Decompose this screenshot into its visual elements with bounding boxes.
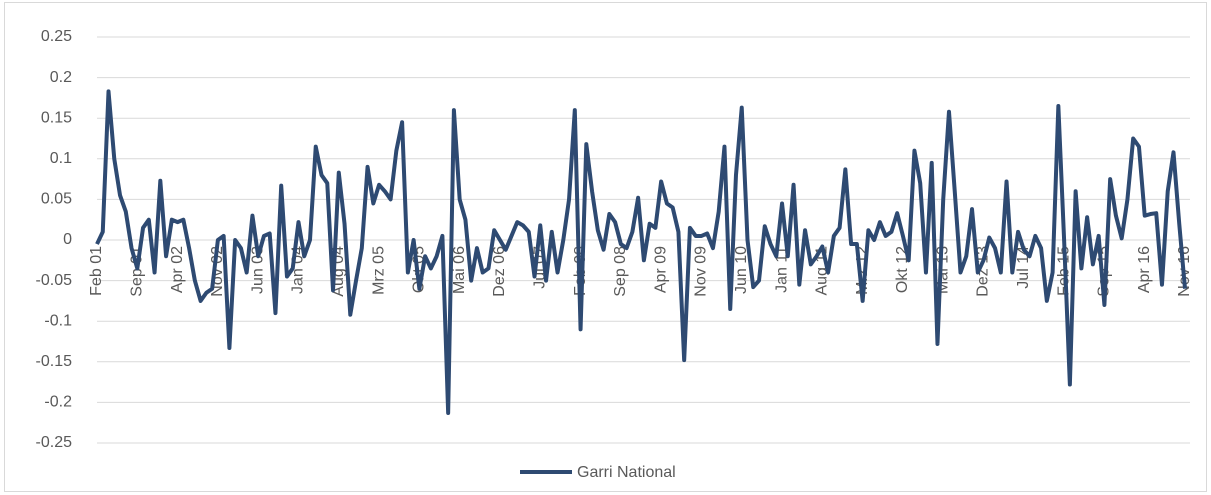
- x-tick-label: Mai 06: [451, 246, 468, 294]
- y-tick-label: -0.1: [44, 312, 72, 329]
- x-tick-label: Apr 02: [169, 246, 186, 293]
- x-tick-label: Dez 06: [491, 246, 508, 297]
- x-tick-label: Feb 01: [88, 246, 105, 296]
- x-tick-label: Apr 16: [1136, 246, 1153, 293]
- y-tick-label: -0.05: [36, 272, 73, 289]
- legend-label: Garri National: [577, 464, 676, 481]
- series-line: [95, 89, 1187, 415]
- x-tick-label: Mrz 05: [370, 246, 387, 295]
- y-tick-label: 0.1: [50, 150, 72, 167]
- y-tick-label: -0.2: [44, 394, 72, 411]
- y-tick-label: -0.25: [36, 434, 73, 451]
- x-tick-label: Jun 10: [733, 246, 750, 294]
- y-tick-label: 0.05: [41, 191, 72, 208]
- y-tick-label: 0.2: [50, 69, 72, 86]
- y-tick-label: 0.15: [41, 109, 72, 126]
- x-tick-label: Nov 09: [693, 246, 710, 297]
- y-tick-label: 0.25: [41, 28, 72, 45]
- x-tick-label: Jun 03: [249, 246, 266, 294]
- y-tick-label: 0: [63, 231, 72, 248]
- y-tick-label: -0.15: [36, 353, 73, 370]
- x-tick-label: Dez 13: [975, 246, 992, 297]
- x-tick-label: Apr 09: [652, 246, 669, 293]
- x-tick-label: Sep 08: [612, 246, 629, 297]
